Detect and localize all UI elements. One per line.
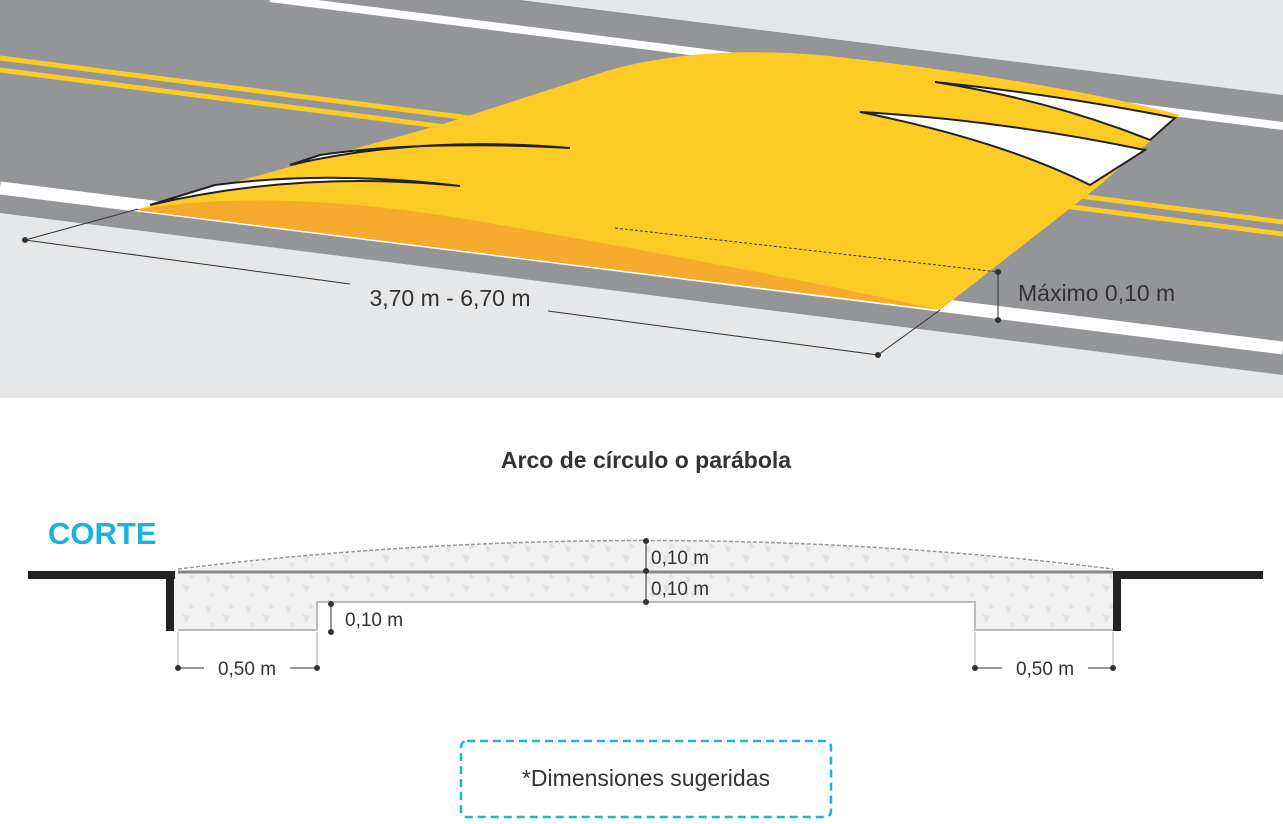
- section-title: Arco de círculo o parábola: [501, 447, 791, 473]
- section-heading: CORTE: [48, 516, 157, 551]
- note-box: *Dimensiones sugeridas: [459, 739, 833, 819]
- note-text: *Dimensiones sugeridas: [522, 765, 770, 791]
- curb-left: [166, 571, 174, 631]
- curb-right: [1113, 571, 1121, 631]
- arc-height-label: 0,10 m: [651, 548, 709, 569]
- base-outline: [178, 601, 1113, 631]
- base-thickness-label: 0,10 m: [651, 579, 709, 600]
- dimension-lines: [22, 208, 1001, 358]
- section-dimensions: [175, 538, 1116, 671]
- perspective-view: 3,70 m - 6,70 m Máximo 0,10 m: [0, 0, 1283, 398]
- chevron-markings: [149, 81, 1178, 206]
- right-offset-label: 0,50 m: [1016, 659, 1074, 680]
- section-view: 0,10 m 0,10 m 0,10 m 0,50 m 0,50 m: [28, 538, 1263, 680]
- height-label: Máximo 0,10 m: [1018, 280, 1175, 306]
- bump-shade: [135, 200, 940, 310]
- step-height-label: 0,10 m: [345, 610, 403, 631]
- left-offset-label: 0,50 m: [218, 659, 276, 680]
- bump-cross-section: [174, 540, 1113, 630]
- length-label: 3,70 m - 6,70 m: [369, 285, 530, 311]
